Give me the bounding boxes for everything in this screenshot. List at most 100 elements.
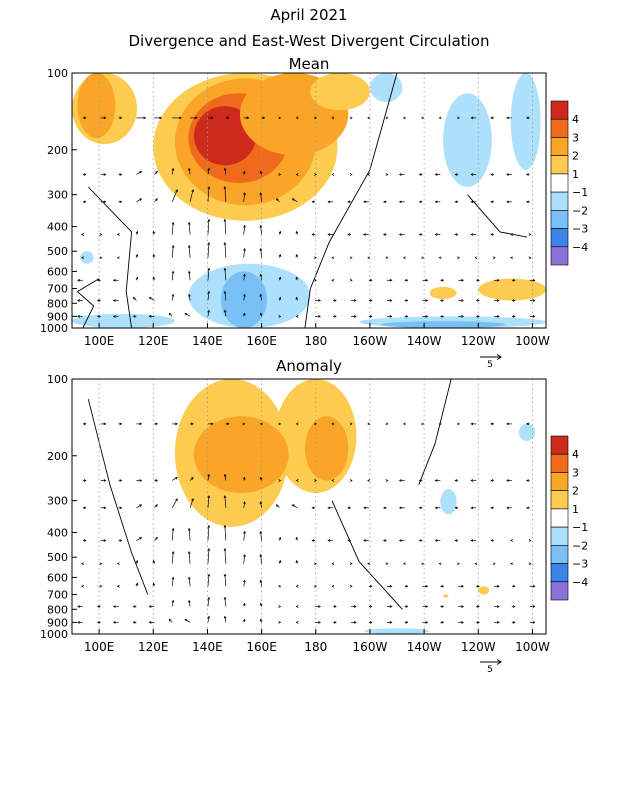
wind-vector-head — [454, 173, 458, 176]
y-tick-label: 300 — [47, 189, 68, 202]
wind-vector-head — [223, 267, 227, 271]
wind-vector — [188, 245, 191, 258]
wind-vector-head — [454, 479, 458, 482]
wind-vector-head — [457, 562, 460, 566]
wind-vector-head — [168, 618, 172, 622]
wind-vector-head — [278, 173, 282, 176]
wind-vector-head — [385, 479, 389, 482]
wind-vector-head — [327, 200, 331, 204]
wind-vector-head — [171, 293, 175, 297]
wind-vector-head — [295, 116, 299, 120]
wind-vector — [243, 554, 246, 564]
contour-line — [331, 500, 403, 610]
legend-swatch — [550, 435, 569, 455]
legend-label: 1 — [572, 168, 579, 181]
wind-vector-head — [103, 479, 107, 482]
x-tick-label: 120E — [138, 640, 169, 654]
wind-vector-head — [496, 299, 500, 302]
wind-vector-head — [119, 506, 123, 510]
wind-vector-head — [223, 186, 227, 189]
wind-vector-head — [434, 200, 438, 204]
wind-vector-head — [441, 605, 445, 608]
wind-vector-head — [331, 173, 335, 176]
wind-vector-head — [171, 576, 175, 580]
wind-vector-head — [139, 537, 143, 540]
convergence-shading — [77, 73, 116, 139]
wind-vector-head — [243, 501, 246, 505]
wind-vector-head — [349, 584, 353, 588]
wind-vector — [171, 600, 174, 607]
wind-vector — [184, 619, 191, 623]
wind-vector-head — [132, 296, 136, 300]
wind-vector — [260, 531, 262, 541]
wind-vector-head — [318, 299, 321, 302]
legend-swatch — [550, 246, 569, 266]
wind-vector — [149, 297, 155, 301]
wind-vector-head — [405, 605, 409, 608]
wind-vector — [171, 271, 174, 281]
wind-vector-head — [526, 422, 529, 426]
wind-vector — [171, 245, 174, 258]
wind-vector — [207, 616, 210, 623]
wind-vector-head — [418, 233, 422, 236]
wind-vector-head — [278, 584, 282, 588]
wind-vector-head — [119, 173, 123, 176]
wind-vector-head — [331, 422, 335, 426]
wind-vector-head — [295, 314, 299, 318]
wind-vector-head — [242, 618, 246, 622]
wind-vector-head — [383, 539, 386, 542]
wind-vector-head — [461, 620, 464, 624]
legend-label: −4 — [572, 241, 588, 254]
wind-vector-head — [425, 299, 429, 302]
wind-vector-head — [207, 309, 211, 313]
wind-vector — [243, 192, 246, 202]
wind-vector-head — [421, 422, 425, 426]
y-tick-label: 400 — [47, 221, 68, 234]
wind-vector-head — [223, 596, 227, 600]
wind-vector — [188, 294, 191, 301]
wind-vector-head — [512, 314, 516, 318]
wind-vector-head — [148, 314, 152, 318]
wind-vector-head — [314, 584, 317, 588]
wind-vector-head — [148, 605, 152, 608]
wind-vector — [224, 242, 227, 258]
y-tick-label: 700 — [47, 589, 68, 602]
wind-vector-head — [152, 253, 156, 257]
wind-vector — [260, 294, 262, 301]
wind-vector-head — [438, 562, 442, 566]
legend-label: −2 — [572, 539, 588, 552]
legend-label: 2 — [572, 150, 579, 163]
vector-field — [77, 422, 536, 624]
wind-vector-head — [389, 314, 393, 318]
wind-vector-head — [242, 422, 246, 426]
wind-vector-head — [470, 422, 474, 426]
x-tick-label: 120W — [461, 640, 496, 654]
wind-vector-head — [188, 167, 191, 171]
x-tick-label: 180 — [304, 334, 327, 348]
wind-vector-head — [207, 615, 211, 619]
wind-vector — [184, 313, 191, 317]
wind-vector-head — [512, 584, 516, 588]
wind-vector — [243, 531, 246, 541]
wind-vector-head — [434, 479, 438, 482]
wind-vector-head — [438, 116, 442, 120]
wind-vector — [224, 525, 227, 541]
wind-vector — [207, 495, 210, 508]
wind-vector-head — [385, 422, 389, 426]
wind-vector-head — [226, 422, 230, 426]
wind-vector-head — [81, 584, 84, 588]
wind-vector-head — [532, 299, 536, 302]
wind-vector-head — [155, 504, 158, 508]
wind-vector-head — [327, 539, 331, 542]
wind-vector-head — [331, 256, 335, 260]
y-tick-label: 700 — [47, 283, 68, 296]
wind-vector-head — [175, 189, 178, 193]
legend-label: −1 — [572, 186, 588, 199]
wind-vector-head — [171, 167, 175, 171]
plot-frame — [71, 72, 547, 329]
reference-vector-head — [496, 354, 502, 360]
wind-vector — [207, 310, 210, 317]
legend-swatch — [550, 228, 569, 248]
wind-vector-head — [470, 173, 474, 176]
wind-vector-head — [526, 506, 529, 510]
